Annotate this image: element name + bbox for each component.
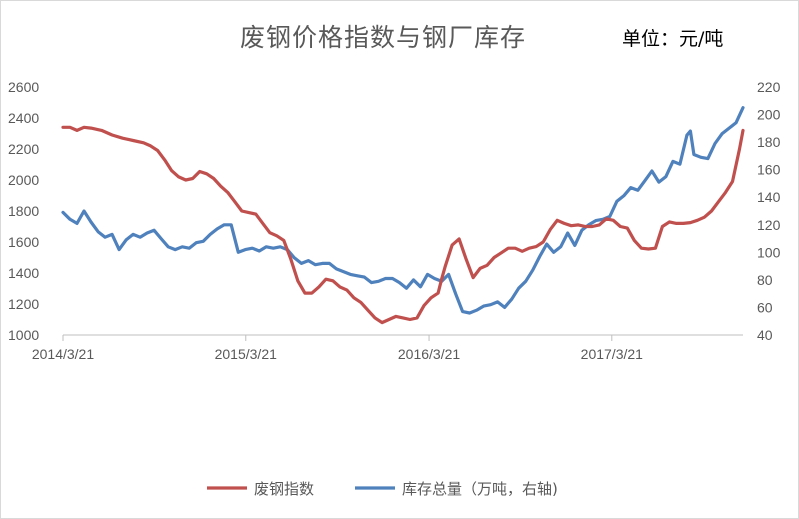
series-layer xyxy=(61,106,745,325)
y-right-tick-label: 160 xyxy=(757,162,781,178)
y-left-tick-label: 2400 xyxy=(8,110,39,126)
x-tick-label: 2016/3/21 xyxy=(398,346,460,362)
y-left-tick-label: 1000 xyxy=(8,327,39,343)
legend: 废钢指数 库存总量（万吨，右轴) xyxy=(207,480,558,498)
y-right-tick-label: 40 xyxy=(757,327,773,343)
legend-label: 库存总量（万吨，右轴) xyxy=(402,480,558,498)
y-left-tick-label: 1200 xyxy=(8,296,39,312)
y-left-tick-label: 1600 xyxy=(8,234,39,250)
x-tick-label: 2014/3/21 xyxy=(32,346,94,362)
y-right-tick-label: 200 xyxy=(757,107,781,123)
scrap-index-series-line xyxy=(61,125,745,325)
y-right-tick-label: 140 xyxy=(757,189,781,205)
y-left-tick-label: 2000 xyxy=(8,172,39,188)
y-right-tick-label: 120 xyxy=(757,217,781,233)
legend-label: 废钢指数 xyxy=(254,480,314,498)
y-right-tick-label: 80 xyxy=(757,272,773,288)
x-axis: 2014/3/21 2015/3/21 2016/3/21 2017/3/21 xyxy=(32,335,643,362)
y-left-tick-label: 1800 xyxy=(8,203,39,219)
y-left-tick-label: 2600 xyxy=(8,79,39,95)
inventory-series-line xyxy=(61,106,745,315)
y-right-tick-label: 180 xyxy=(757,134,781,150)
y-left-axis: 1000 1200 1400 1600 1800 2000 2200 2400 2600 xyxy=(8,79,39,343)
x-tick-label: 2015/3/21 xyxy=(215,346,277,362)
y-right-tick-label: 100 xyxy=(757,244,781,260)
unit-label: 单位：元/吨 xyxy=(622,28,724,50)
y-right-axis: 40 60 80 100 120 140 160 180 200 220 xyxy=(757,79,781,343)
x-tick-label: 2017/3/21 xyxy=(581,346,643,362)
y-left-tick-label: 1400 xyxy=(8,265,39,281)
y-right-tick-label: 60 xyxy=(757,299,773,315)
y-right-tick-label: 220 xyxy=(757,79,781,95)
y-left-tick-label: 2200 xyxy=(8,141,39,157)
chart-title: 废钢价格指数与钢厂库存 xyxy=(240,23,527,52)
